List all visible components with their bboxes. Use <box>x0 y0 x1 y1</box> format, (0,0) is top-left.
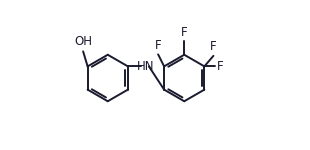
Text: F: F <box>210 40 217 53</box>
Text: F: F <box>217 60 224 73</box>
Text: F: F <box>155 39 162 52</box>
Text: HN: HN <box>136 60 154 73</box>
Text: F: F <box>181 26 188 39</box>
Text: OH: OH <box>74 35 92 48</box>
